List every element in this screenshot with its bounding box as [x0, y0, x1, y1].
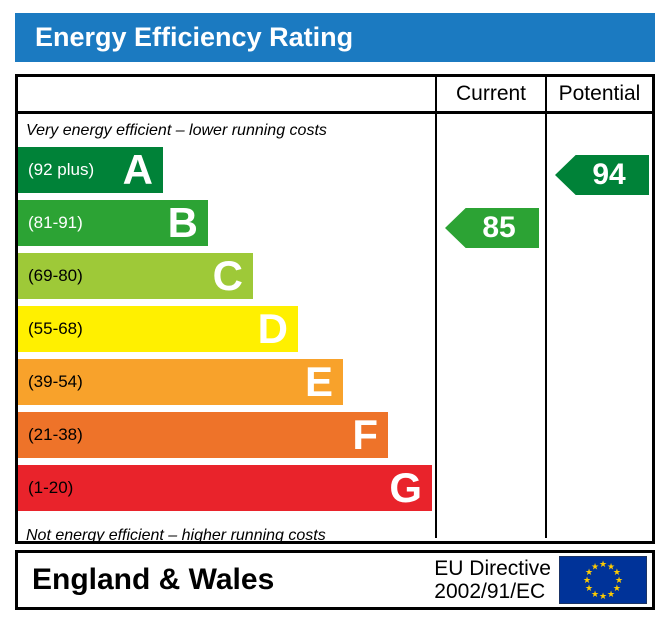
svg-text:★: ★ [591, 590, 599, 600]
band-letter: C [212, 252, 243, 299]
chart-title: Energy Efficiency Rating [35, 22, 354, 52]
band-B: (81-91) B [18, 200, 208, 246]
band-D: (55-68) D [18, 306, 298, 352]
top-note: Very energy efficient – lower running co… [26, 122, 327, 139]
svg-text:★: ★ [583, 576, 591, 586]
svg-text:★: ★ [599, 560, 607, 570]
band-range-label: (81-91) [28, 213, 83, 232]
eu-directive-line2: 2002/91/EC [434, 580, 546, 603]
svg-text:★: ★ [613, 568, 621, 578]
rating-table: Current Potential Very energy efficient … [15, 74, 655, 544]
band-letter: A [122, 146, 153, 193]
band-range-label: (21-38) [28, 425, 83, 444]
svg-text:★: ★ [591, 562, 599, 572]
band-letter: F [352, 411, 378, 458]
band-range-label: (39-54) [28, 372, 83, 391]
svg-text:★: ★ [585, 568, 593, 578]
svg-text:★: ★ [585, 584, 593, 594]
chart-title-bar: Energy Efficiency Rating [15, 13, 655, 62]
table-header-row: Current Potential [18, 77, 652, 114]
current-rating-arrow: 85 [445, 208, 539, 248]
header-spacer [18, 77, 435, 111]
band-C: (69-80) C [18, 253, 253, 299]
svg-text:★: ★ [599, 592, 607, 602]
band-chart-area: Very energy efficient – lower running co… [18, 114, 435, 544]
potential-rating-arrow: 94 [555, 155, 649, 195]
region-label: England & Wales [32, 563, 275, 596]
band-A: (92 plus) A [18, 147, 163, 193]
band-letter: G [389, 464, 422, 511]
column-header-potential: Potential [545, 77, 652, 111]
svg-text:★: ★ [613, 584, 621, 594]
eu-directive-label: EU Directive 2002/91/EC [434, 557, 551, 603]
eu-flag-icon: ★ ★ ★ ★ ★ ★ ★ ★ ★ ★ ★ ★ [559, 556, 647, 604]
band-letter: E [304, 358, 333, 405]
band-F: (21-38) F [18, 412, 388, 458]
band-range-label: (69-80) [28, 266, 83, 285]
band-range-label: (1-20) [28, 478, 74, 497]
svg-text:★: ★ [607, 562, 615, 572]
potential-rating-column: 94 [545, 114, 652, 538]
band-letter: B [167, 199, 198, 246]
column-header-current: Current [435, 77, 545, 111]
band-range-label: (55-68) [28, 319, 83, 338]
svg-text:★: ★ [615, 576, 623, 586]
table-body: Very energy efficient – lower running co… [18, 114, 652, 544]
band-range-label: (92 plus) [28, 160, 95, 179]
svg-text:★: ★ [607, 590, 615, 600]
band-E: (39-54) E [18, 359, 343, 405]
rating-bands: (92 plus) A (81-91) B (69-80) C (55-68) D (39-54… [18, 147, 435, 511]
footer-bar: England & Wales EU Directive 2002/91/EC … [15, 550, 655, 610]
bottom-note: Not energy efficient – higher running co… [26, 527, 326, 544]
eu-directive-line1: EU Directive [434, 557, 551, 580]
band-G: (1-20) G [18, 465, 432, 511]
band-letter: D [257, 305, 288, 352]
current-rating-column: 85 [435, 114, 545, 538]
